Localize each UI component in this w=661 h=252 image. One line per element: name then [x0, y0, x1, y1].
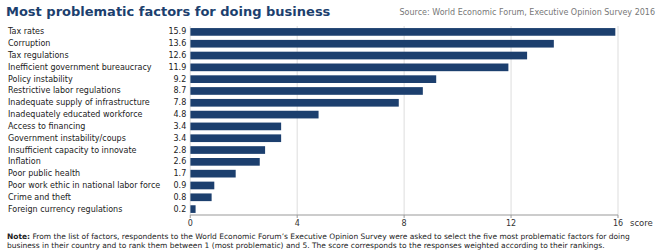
category-label: Restrictive labor regulations	[8, 86, 121, 95]
bar	[190, 134, 281, 142]
data-label: 13.6	[168, 39, 186, 48]
data-label: 9.2	[174, 75, 187, 84]
bar	[190, 99, 399, 107]
category-label: Poor public health	[8, 169, 80, 178]
title: Most problematic factors for doing busin…	[6, 4, 331, 19]
category-label: Crime and theft	[8, 193, 71, 202]
note-line: From the list of factors, respondents to…	[30, 232, 630, 241]
bar	[190, 146, 265, 154]
data-label: 2.6	[174, 157, 187, 166]
note-lead: Note:	[7, 232, 30, 241]
tick-label: 12	[506, 219, 516, 228]
note-line: business in their country and to rank th…	[7, 241, 605, 250]
data-label: 12.6	[168, 51, 186, 60]
grid-line	[618, 26, 619, 215]
bars	[190, 28, 615, 213]
data-label: 4.8	[174, 110, 187, 119]
bar	[190, 193, 211, 201]
bar	[190, 75, 436, 83]
bar	[190, 87, 423, 95]
data-label: 0.9	[174, 181, 187, 190]
category-label: Inefficient government bureaucracy	[8, 63, 152, 72]
bar	[190, 64, 508, 72]
tick-label: 8	[402, 219, 407, 228]
tick-label: 16	[613, 219, 623, 228]
bar	[190, 205, 195, 213]
data-label: 3.4	[174, 134, 187, 143]
category-label: Corruption	[8, 39, 50, 48]
category-label: Access to financing	[8, 122, 85, 131]
note: Note: From the list of factors, responde…	[7, 232, 630, 251]
bar	[190, 182, 214, 190]
data-label: 7.8	[174, 98, 187, 107]
chart-container: Most problematic factors for doing busin…	[0, 0, 661, 252]
tick-label: 0	[188, 219, 193, 228]
data-label: 2.8	[174, 146, 187, 155]
category-label: Inflation	[8, 157, 41, 166]
bar	[190, 170, 235, 178]
x-axis-line	[190, 215, 618, 216]
bar	[190, 28, 615, 36]
source: Source: World Economic Forum, Executive …	[399, 8, 655, 17]
category-label: Tax rates	[7, 27, 44, 36]
data-label: 8.7	[174, 86, 187, 95]
category-label: Tax regulations	[7, 51, 69, 60]
tick-label: 4	[295, 219, 300, 228]
bar	[190, 158, 260, 166]
category-label: Inadequate supply of infrastructure	[8, 98, 150, 107]
bar	[190, 40, 554, 48]
category-label: Poor work ethic in national labor force	[8, 181, 160, 190]
data-label: 15.9	[168, 27, 186, 36]
category-label: Insufficient capacity to innovate	[8, 146, 137, 155]
data-label: 0.8	[174, 193, 187, 202]
bar	[190, 123, 281, 131]
bar	[190, 52, 527, 60]
category-label: Inadequately educated workforce	[8, 110, 143, 119]
category-label: Policy instability	[8, 75, 73, 84]
data-label: 3.4	[174, 122, 187, 131]
data-label: 1.7	[174, 169, 187, 178]
x-axis-label: score	[630, 218, 653, 228]
data-label: 0.2	[174, 205, 187, 214]
data-label: 11.9	[168, 63, 186, 72]
bar	[190, 111, 318, 119]
chart-svg: Most problematic factors for doing busin…	[0, 0, 661, 252]
category-label: Government instability/coups	[8, 134, 126, 143]
category-label: Foreign currency regulations	[8, 205, 122, 214]
